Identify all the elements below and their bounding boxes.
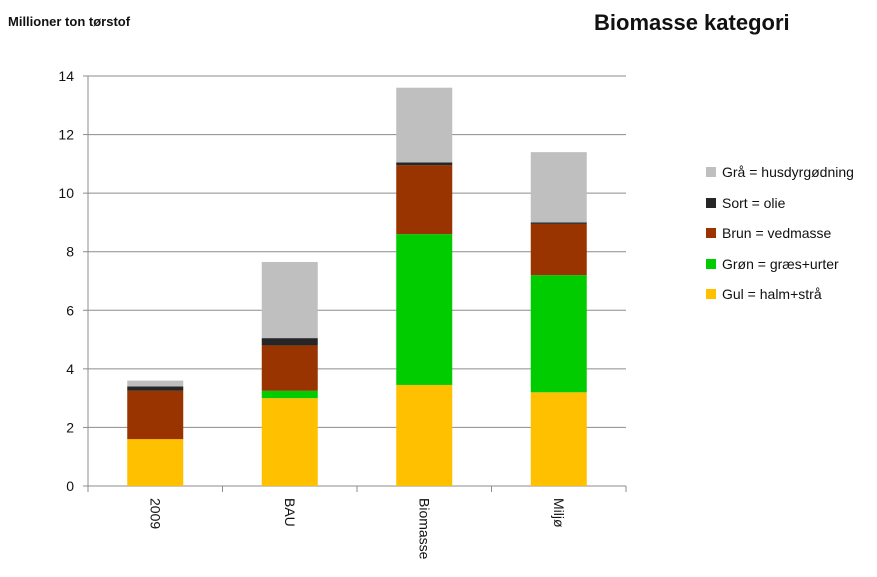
legend-label: Gul = halm+strå <box>722 286 822 302</box>
bar-segment <box>396 384 453 486</box>
bar-segment <box>127 380 184 387</box>
x-tick-label: Biomasse <box>416 498 432 560</box>
legend: Grå = husdyrgødning Sort = olie Brun = ved… <box>706 162 854 315</box>
bar-segment <box>396 87 453 163</box>
bar-segment <box>261 338 318 346</box>
y-tick-label: 12 <box>58 127 74 143</box>
legend-swatch <box>706 258 716 269</box>
y-axis-title: Millioner ton tørstof <box>8 14 131 29</box>
legend-label: Grå = husdyrgødning <box>722 164 854 180</box>
legend-item: Brun = vedmasse <box>706 223 854 243</box>
legend-label: Grøn = græs+urter <box>722 255 839 272</box>
legend-swatch <box>706 289 716 299</box>
bar-segment <box>530 223 587 276</box>
legend-swatch <box>706 167 716 177</box>
y-tick-label: 10 <box>58 185 74 201</box>
legend-item: Grøn = græs+urter <box>706 254 854 274</box>
x-tick-label: BAU <box>282 498 298 527</box>
bar-segment <box>127 386 184 391</box>
x-tick-label: Miljø <box>551 498 567 528</box>
y-tick-label: 14 <box>58 68 74 84</box>
bar-segment <box>530 392 587 486</box>
bar-segment <box>396 165 453 235</box>
bar-segment <box>261 261 318 339</box>
bar-segment <box>530 222 587 224</box>
bar-segment <box>261 390 318 399</box>
legend-label: Sort = olie <box>722 194 786 211</box>
bar-segment <box>396 234 453 385</box>
legend-swatch <box>706 228 716 238</box>
y-tick-label: 8 <box>66 244 74 260</box>
bar-segment <box>127 390 184 440</box>
bar-segment <box>530 152 587 223</box>
bar-segment <box>127 439 184 486</box>
x-tick-label: 2009 <box>147 498 163 529</box>
y-tick-label: 0 <box>66 478 74 494</box>
legend-label: Brun = vedmasse <box>722 225 832 241</box>
y-tick-label: 2 <box>66 419 74 435</box>
legend-item: Grå = husdyrgødning <box>706 162 854 182</box>
bar-segment <box>261 345 318 391</box>
legend-item: Gul = halm+strå <box>706 284 854 304</box>
y-tick-label: 6 <box>66 302 74 318</box>
chart-title: Biomasse kategori <box>594 10 790 35</box>
bar-segment <box>261 398 318 486</box>
y-tick-label: 4 <box>66 361 74 377</box>
bar-segment <box>530 275 587 393</box>
bar-segment <box>396 162 453 166</box>
legend-item: Sort = olie <box>706 193 854 213</box>
legend-swatch <box>706 197 716 208</box>
